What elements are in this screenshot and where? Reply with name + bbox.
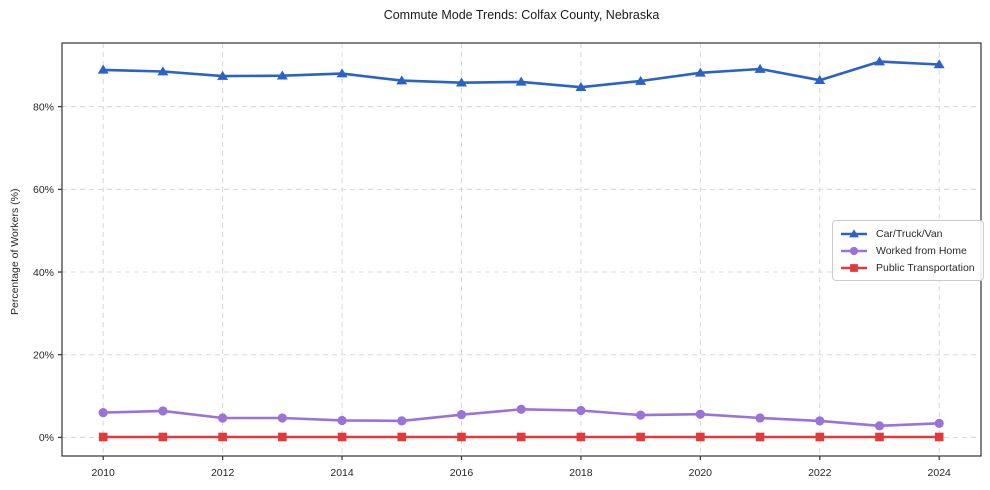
circle-marker bbox=[815, 416, 825, 426]
chart-title: Commute Mode Trends: Colfax County, Nebr… bbox=[383, 8, 660, 22]
legend-sample-square-icon bbox=[841, 263, 867, 272]
square-marker bbox=[397, 432, 407, 442]
triangle-marker bbox=[217, 70, 229, 80]
x-tick-label: 2016 bbox=[450, 467, 474, 479]
circle-marker bbox=[277, 413, 287, 423]
triangle-marker bbox=[849, 228, 859, 237]
square-marker bbox=[457, 432, 466, 442]
x-tick-label: 2012 bbox=[211, 467, 235, 479]
circle-marker bbox=[337, 415, 347, 426]
triangle-marker bbox=[873, 56, 885, 66]
x-tick-label: 2022 bbox=[808, 467, 832, 479]
triangle-marker bbox=[515, 76, 527, 86]
triangle-marker bbox=[396, 75, 408, 85]
triangle-marker bbox=[694, 67, 706, 77]
triangle-marker bbox=[97, 64, 109, 74]
circle-marker bbox=[755, 413, 765, 423]
square-marker bbox=[934, 432, 944, 442]
square-marker bbox=[696, 432, 705, 442]
y-tick-label: 80% bbox=[33, 101, 54, 113]
series-markers-worked-from-home bbox=[98, 404, 944, 431]
square-marker bbox=[516, 432, 526, 442]
circle-marker bbox=[397, 416, 407, 426]
square-marker bbox=[815, 432, 825, 442]
legend: Car/Truck/Van Worked from Home Public Tran… bbox=[832, 220, 984, 281]
circle-marker bbox=[98, 407, 108, 418]
legend-label: Worked from Home bbox=[876, 244, 967, 257]
circle-marker bbox=[874, 421, 885, 431]
circle-marker bbox=[516, 404, 526, 414]
legend-item-car-truck-van: Car/Truck/Van bbox=[839, 226, 975, 241]
legend-item-public-transportation: Public Transportation bbox=[839, 260, 975, 275]
legend-label: Car/Truck/Van bbox=[876, 227, 943, 240]
square-marker bbox=[636, 432, 645, 442]
triangle-marker bbox=[276, 70, 288, 80]
circle-marker bbox=[456, 410, 467, 420]
x-tick-label: 2018 bbox=[569, 467, 593, 479]
circle-marker bbox=[576, 405, 586, 416]
circle-marker bbox=[849, 246, 859, 255]
triangle-marker bbox=[455, 77, 467, 87]
square-marker bbox=[218, 432, 227, 442]
legend-label: Public Transportation bbox=[876, 261, 975, 274]
triangle-marker bbox=[933, 59, 945, 69]
legend-item-worked-from-home: Worked from Home bbox=[839, 243, 975, 258]
circle-marker bbox=[636, 410, 646, 420]
x-tick-label: 2010 bbox=[92, 467, 116, 479]
square-marker bbox=[755, 432, 765, 442]
square-marker bbox=[278, 432, 287, 442]
circle-marker bbox=[158, 406, 168, 416]
triangle-marker bbox=[575, 82, 587, 92]
square-marker bbox=[850, 263, 858, 272]
square-marker bbox=[576, 432, 586, 442]
square-marker bbox=[337, 432, 347, 442]
square-marker bbox=[875, 432, 884, 442]
triangle-marker bbox=[157, 66, 169, 76]
series-markers-public-transportation bbox=[98, 432, 944, 442]
y-tick-label: 60% bbox=[33, 184, 54, 196]
circle-marker bbox=[695, 409, 705, 419]
legend-sample-circle-icon bbox=[841, 246, 867, 255]
series-markers-car-truck-van bbox=[97, 56, 945, 92]
x-tick-label: 2024 bbox=[928, 467, 952, 479]
triangle-marker bbox=[635, 75, 647, 85]
circle-marker bbox=[218, 413, 228, 423]
y-tick-label: 40% bbox=[33, 267, 54, 279]
square-marker bbox=[98, 432, 108, 442]
triangle-marker bbox=[336, 68, 348, 78]
y-tick-label: 20% bbox=[33, 350, 54, 362]
x-tick-label: 2020 bbox=[689, 467, 713, 479]
square-marker bbox=[158, 432, 168, 442]
triangle-marker bbox=[754, 63, 766, 73]
triangle-marker bbox=[814, 75, 826, 85]
y-tick-label: 0% bbox=[39, 432, 54, 444]
legend-sample-triangle-icon bbox=[841, 228, 867, 237]
circle-marker bbox=[934, 418, 944, 428]
x-tick-label: 2014 bbox=[330, 467, 354, 479]
